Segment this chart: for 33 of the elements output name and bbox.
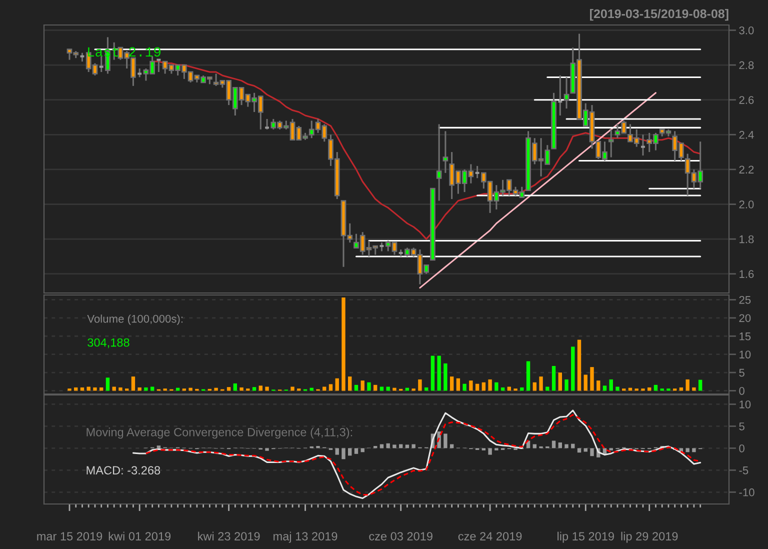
x-tick-label: lip 15 2019 [558, 532, 614, 543]
annotation: Volume (100,000s): [87, 314, 182, 325]
x-tick-label: lip 29 2019 [621, 532, 678, 543]
y-tick-label: 1.6 [740, 270, 754, 278]
x-tick-label: mar 15 2019 [37, 532, 102, 540]
x-tick-label: cze 24 2019 [458, 532, 522, 540]
y-tick-label: 2.6 [739, 96, 754, 104]
x-tick-label: kwi 23 2019 [198, 532, 260, 540]
x-tick-label: kwi 01 2019 [108, 532, 171, 540]
y-tick-label: 1.8 [740, 235, 754, 244]
y-tick-label: 10 [740, 350, 751, 358]
y-tick-label: -5 [739, 466, 748, 474]
annotation: Last 2.19 [88, 47, 161, 57]
y-tick-label: 0 [739, 444, 744, 452]
y-tick-label: 25 [739, 296, 751, 304]
annotation: MACD: -3.268 [86, 466, 160, 474]
annotation: Moving Average Convergence Divergence (4,11,3): [86, 428, 352, 439]
y-tick-label: 15 [740, 332, 751, 340]
y-tick-label: -10 [739, 488, 754, 496]
chart-title: [2019-03-15/2019-08-08] [590, 8, 728, 21]
y-tick-label: 2.2 [739, 166, 754, 174]
x-tick-label: cze 03 2019 [369, 532, 432, 540]
annotation: 304,188 [88, 338, 130, 348]
y-tick-label: 2.8 [739, 61, 754, 70]
y-tick-label: 5 [739, 368, 744, 377]
y-tick-label: 2.0 [739, 200, 754, 208]
y-tick-label: 10 [740, 400, 751, 408]
y-tick-label: 20 [739, 314, 751, 322]
y-tick-label: 3.0 [739, 26, 754, 34]
y-tick-label: 0 [739, 386, 744, 395]
y-tick-label: 2.4 [739, 130, 754, 139]
x-tick-label: maj 13 2019 [274, 532, 338, 543]
y-tick-label: 5 [739, 422, 744, 430]
